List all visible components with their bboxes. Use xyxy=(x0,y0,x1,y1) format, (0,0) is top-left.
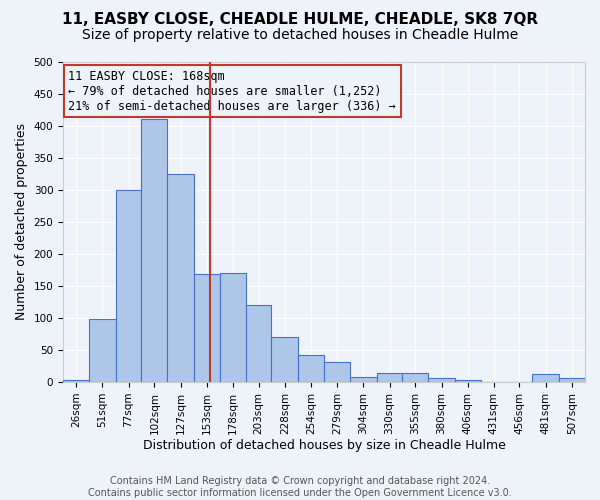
Bar xyxy=(89,320,116,382)
Bar xyxy=(377,373,403,382)
X-axis label: Distribution of detached houses by size in Cheadle Hulme: Distribution of detached houses by size … xyxy=(143,440,505,452)
Bar xyxy=(532,374,559,382)
Bar xyxy=(324,362,350,382)
Bar xyxy=(167,174,194,382)
Text: Contains HM Land Registry data © Crown copyright and database right 2024.
Contai: Contains HM Land Registry data © Crown c… xyxy=(88,476,512,498)
Y-axis label: Number of detached properties: Number of detached properties xyxy=(15,124,28,320)
Bar xyxy=(142,119,167,382)
Bar xyxy=(116,190,142,382)
Bar xyxy=(455,380,481,382)
Bar xyxy=(298,355,324,382)
Bar xyxy=(428,378,455,382)
Bar xyxy=(194,274,220,382)
Bar xyxy=(350,377,377,382)
Bar xyxy=(63,380,89,382)
Text: 11 EASBY CLOSE: 168sqm
← 79% of detached houses are smaller (1,252)
21% of semi-: 11 EASBY CLOSE: 168sqm ← 79% of detached… xyxy=(68,70,396,112)
Bar xyxy=(220,273,245,382)
Text: Size of property relative to detached houses in Cheadle Hulme: Size of property relative to detached ho… xyxy=(82,28,518,42)
Bar xyxy=(403,373,428,382)
Bar xyxy=(559,378,585,382)
Bar xyxy=(245,305,271,382)
Bar xyxy=(271,337,298,382)
Text: 11, EASBY CLOSE, CHEADLE HULME, CHEADLE, SK8 7QR: 11, EASBY CLOSE, CHEADLE HULME, CHEADLE,… xyxy=(62,12,538,28)
